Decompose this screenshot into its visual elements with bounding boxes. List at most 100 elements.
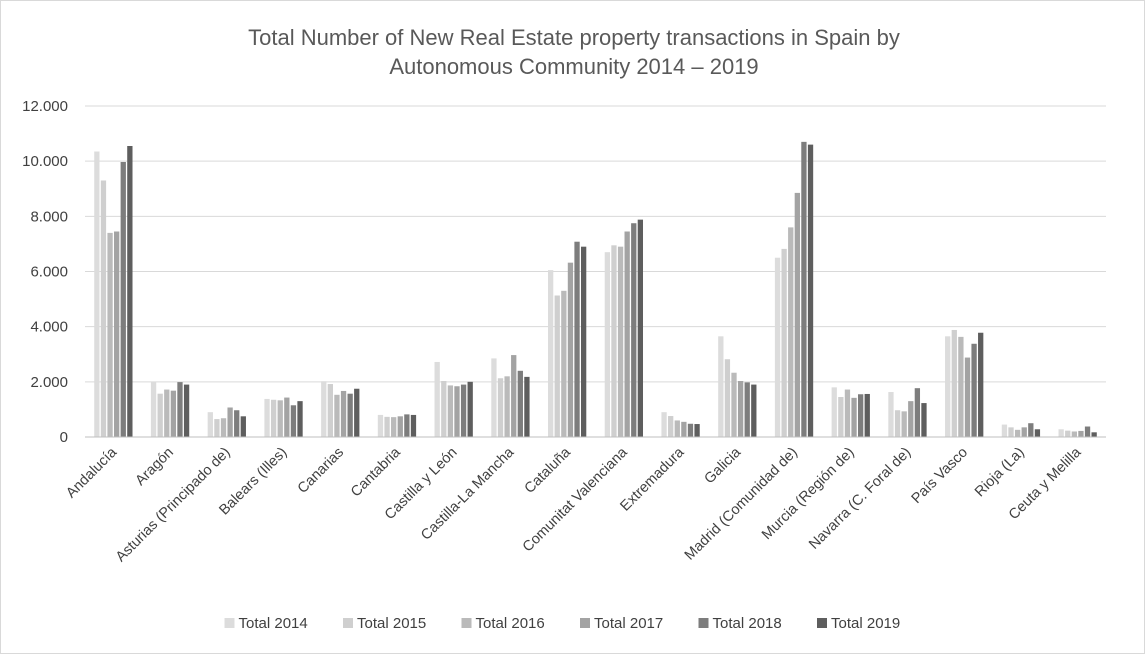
bar — [724, 359, 731, 437]
bar — [220, 418, 227, 437]
legend: Total 2014 Total 2015 Total 2016 Total 2017… — [224, 615, 900, 632]
bar — [1084, 426, 1091, 437]
bar — [410, 414, 417, 437]
bar — [617, 246, 624, 437]
bar — [1014, 429, 1021, 437]
chart-title: Total Number of New Real Estate property… — [248, 25, 900, 79]
bar — [1008, 427, 1014, 437]
bar — [240, 416, 246, 437]
bar — [781, 248, 787, 437]
bar — [908, 401, 914, 437]
bar — [978, 332, 984, 437]
bar — [334, 394, 340, 437]
bar — [831, 387, 837, 437]
bar — [788, 227, 794, 437]
bar — [524, 376, 530, 437]
bar — [624, 231, 630, 437]
bar — [183, 384, 190, 437]
bar — [801, 141, 807, 438]
bar — [611, 245, 617, 437]
bar — [1091, 432, 1097, 437]
bar — [384, 416, 390, 437]
bar — [687, 423, 694, 437]
x-tick-label: País Vasco — [909, 445, 971, 507]
y-tick-label: 6.000 — [30, 264, 68, 281]
x-tick-label: Rioja (La) — [972, 445, 1028, 501]
bar — [737, 381, 744, 437]
x-tick-label: Madrid (Comunidad de) — [682, 445, 801, 564]
legend-item: Total 2019 — [817, 615, 900, 632]
legend-label: Total 2015 — [357, 615, 426, 632]
bar — [901, 411, 907, 437]
bar — [454, 386, 460, 437]
bar — [127, 146, 133, 437]
legend-label: Total 2019 — [831, 615, 900, 632]
bar — [327, 384, 333, 437]
bar — [731, 372, 737, 437]
bar — [354, 388, 360, 437]
bar — [284, 397, 290, 437]
bar — [694, 424, 700, 437]
bar — [547, 270, 554, 437]
bar — [631, 223, 637, 437]
bar — [264, 398, 270, 437]
bar — [1071, 431, 1077, 437]
bar — [945, 336, 951, 437]
bar — [157, 393, 163, 437]
bar — [674, 420, 680, 437]
legend-swatch — [817, 618, 827, 628]
bar — [340, 390, 347, 437]
bar — [467, 381, 473, 437]
bar — [751, 384, 757, 437]
bar — [1021, 427, 1027, 437]
x-tick-label: Comunitat Valenciana — [520, 444, 632, 556]
bar — [397, 416, 403, 437]
legend-swatch — [698, 618, 709, 628]
bar — [1078, 430, 1084, 437]
bar — [404, 414, 410, 437]
bar — [844, 389, 851, 437]
chart-title-line-1: Total Number of New Real Estate property… — [248, 25, 900, 50]
bar — [561, 290, 567, 437]
y-tick-label: 8.000 — [30, 208, 68, 225]
bar — [290, 405, 297, 437]
y-tick-label: 2.000 — [30, 374, 68, 391]
legend-label: Total 2016 — [476, 615, 545, 632]
bar — [661, 412, 667, 437]
bar — [951, 329, 957, 437]
legend-swatch — [224, 618, 235, 628]
bar — [114, 231, 120, 437]
bar — [888, 392, 894, 437]
x-tick-label: Asturias (Principado de) — [113, 445, 234, 566]
x-tick-label: Cantabria — [348, 444, 404, 500]
x-tick-label: Canarias — [295, 445, 347, 497]
legend-item: Total 2018 — [698, 615, 782, 632]
bar — [347, 393, 353, 437]
chart-title-line-2: Autonomous Community 2014 – 2019 — [389, 54, 758, 79]
legend-swatch — [343, 618, 353, 628]
bar — [107, 232, 113, 437]
bar — [554, 295, 560, 437]
bar — [574, 241, 580, 437]
bar — [441, 381, 447, 437]
bar — [447, 385, 454, 437]
x-tick-label: Andalucía — [63, 444, 121, 502]
bar — [838, 397, 844, 437]
bar — [94, 151, 100, 437]
bar — [434, 361, 440, 437]
y-tick-label: 0 — [60, 429, 68, 446]
bar — [1028, 423, 1034, 437]
x-tick-label: Cataluña — [522, 444, 575, 497]
y-tick-label: 4.000 — [30, 319, 68, 336]
bar — [100, 180, 107, 437]
bar — [971, 343, 977, 437]
bar — [270, 399, 277, 437]
bar — [227, 407, 233, 437]
bar — [894, 410, 901, 437]
bars — [94, 141, 1097, 438]
legend-item: Total 2015 — [343, 615, 426, 632]
bar — [567, 262, 574, 437]
x-tick-label: Aragón — [133, 445, 177, 489]
